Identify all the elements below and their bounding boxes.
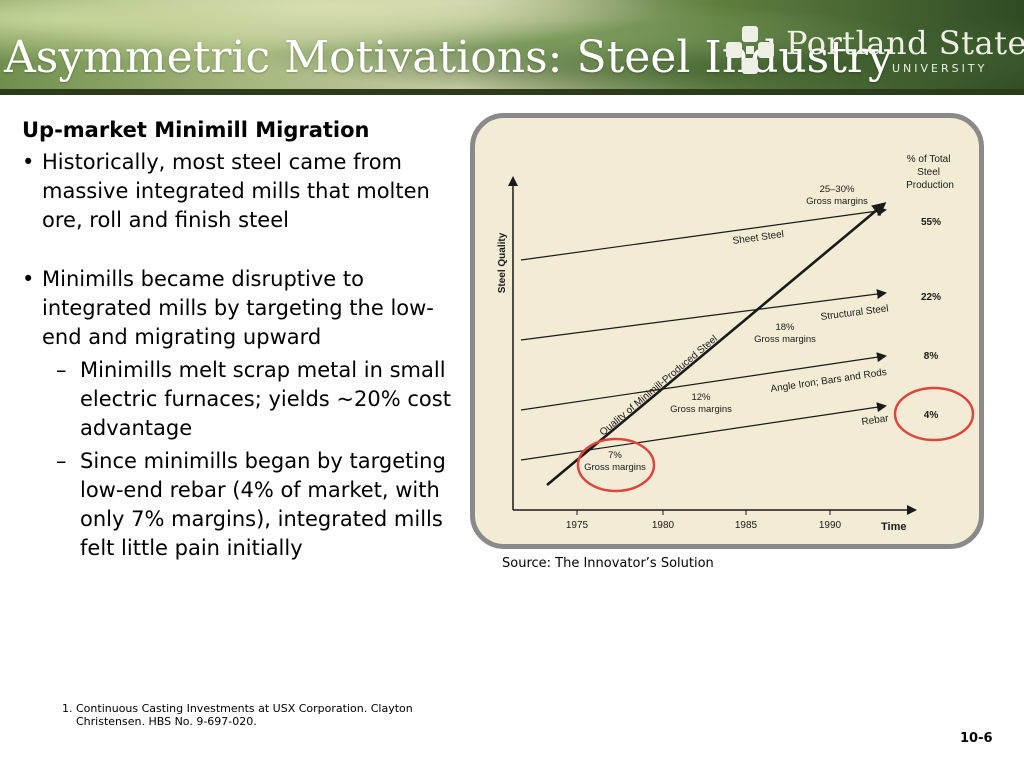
bullet-text: Historically, most steel came from massi… xyxy=(42,150,430,232)
x-tick-label: 1975 xyxy=(566,520,589,531)
segment-label: Rebar xyxy=(861,413,890,428)
margin-pct: 12% xyxy=(691,392,711,403)
sub-bullet-item: – Since minimills began by targeting low… xyxy=(22,447,472,563)
page-number: 10-6 xyxy=(960,731,993,746)
bullet-text: Minimills became disruptive to integrate… xyxy=(42,267,434,349)
logo-subtext: UNIVERSITY xyxy=(892,62,988,75)
footnote: 1. Continuous Casting Investments at USX… xyxy=(62,702,462,728)
x-tick-label: 1990 xyxy=(819,520,842,531)
segment-label: Sheet Steel xyxy=(732,229,785,247)
bullet-dot-icon: • xyxy=(22,150,35,174)
slide-body: Up-market Minimill Migration • Historica… xyxy=(22,118,472,563)
segment-line-sheet-steel xyxy=(520,206,887,261)
dash-icon: – xyxy=(56,449,67,473)
x-axis-label: Time xyxy=(881,521,906,533)
margin-text: Gross margins xyxy=(670,404,732,415)
margin-pct: 18% xyxy=(775,322,795,333)
segment-line-rebar xyxy=(520,402,887,461)
margin-pct: 25–30% xyxy=(820,184,855,195)
share-value: 55% xyxy=(921,217,941,228)
y-axis-label: Steel Quality xyxy=(497,232,508,293)
share-header: % of Total Steel Production xyxy=(906,154,954,191)
chart-source: Source: The Innovator’s Solution xyxy=(502,556,714,571)
x-tick-label: 1980 xyxy=(652,520,675,531)
highlight-circle-4pct xyxy=(893,386,975,442)
margin-pct: 7% xyxy=(608,450,622,461)
chart-frame: Steel Quality Time 1975 1980 1985 1990 S… xyxy=(470,113,984,549)
share-value: 4% xyxy=(924,410,939,421)
minimill-quality-line xyxy=(546,202,887,486)
share-value: 22% xyxy=(921,292,941,303)
sub-bullet-text: Minimills melt scrap metal in small elec… xyxy=(80,358,451,440)
sub-bullet-text: Since minimills began by targeting low-e… xyxy=(80,449,446,560)
bullet-item: • Minimills became disruptive to integra… xyxy=(22,265,472,352)
bullet-item: • Historically, most steel came from mas… xyxy=(22,148,472,235)
footnote-text: Continuous Casting Investments at USX Co… xyxy=(76,702,413,728)
logo-name: Portland State xyxy=(786,24,1024,62)
dash-icon: – xyxy=(56,358,67,382)
share-value: 8% xyxy=(924,351,939,362)
header-banner: Asymmetric Motivations: Steel Industry P… xyxy=(0,0,1024,95)
x-tick-label: 1985 xyxy=(735,520,758,531)
margin-label: 7% Gross margins 12% Gross margins 18% G… xyxy=(584,184,868,473)
subheading: Up-market Minimill Migration xyxy=(22,118,370,142)
x-ticks: 1975 1980 1985 1990 xyxy=(566,510,842,531)
segment-line-structural-steel xyxy=(520,289,887,341)
minimill-chart: Steel Quality Time 1975 1980 1985 1990 S… xyxy=(497,154,975,533)
margin-text: Gross margins xyxy=(806,196,868,207)
highlight-circle-7pct xyxy=(576,437,656,493)
margin-text: Gross margins xyxy=(754,334,816,345)
bullet-dot-icon: • xyxy=(22,267,35,291)
psu-logo-icon xyxy=(726,26,774,74)
margin-text: Gross margins xyxy=(584,462,646,473)
segment-label: Angle Iron; Bars and Rods xyxy=(770,367,888,395)
university-logo: Portland State UNIVERSITY xyxy=(722,18,1024,78)
segment-label: Structural Steel xyxy=(820,303,889,323)
footnote-number: 1. xyxy=(62,702,73,715)
segment-line-angle-iron xyxy=(520,352,887,411)
minimill-line-label: Quality of Minimill-Produced Steel xyxy=(598,333,720,438)
sub-bullet-item: – Minimills melt scrap metal in small el… xyxy=(22,356,472,443)
